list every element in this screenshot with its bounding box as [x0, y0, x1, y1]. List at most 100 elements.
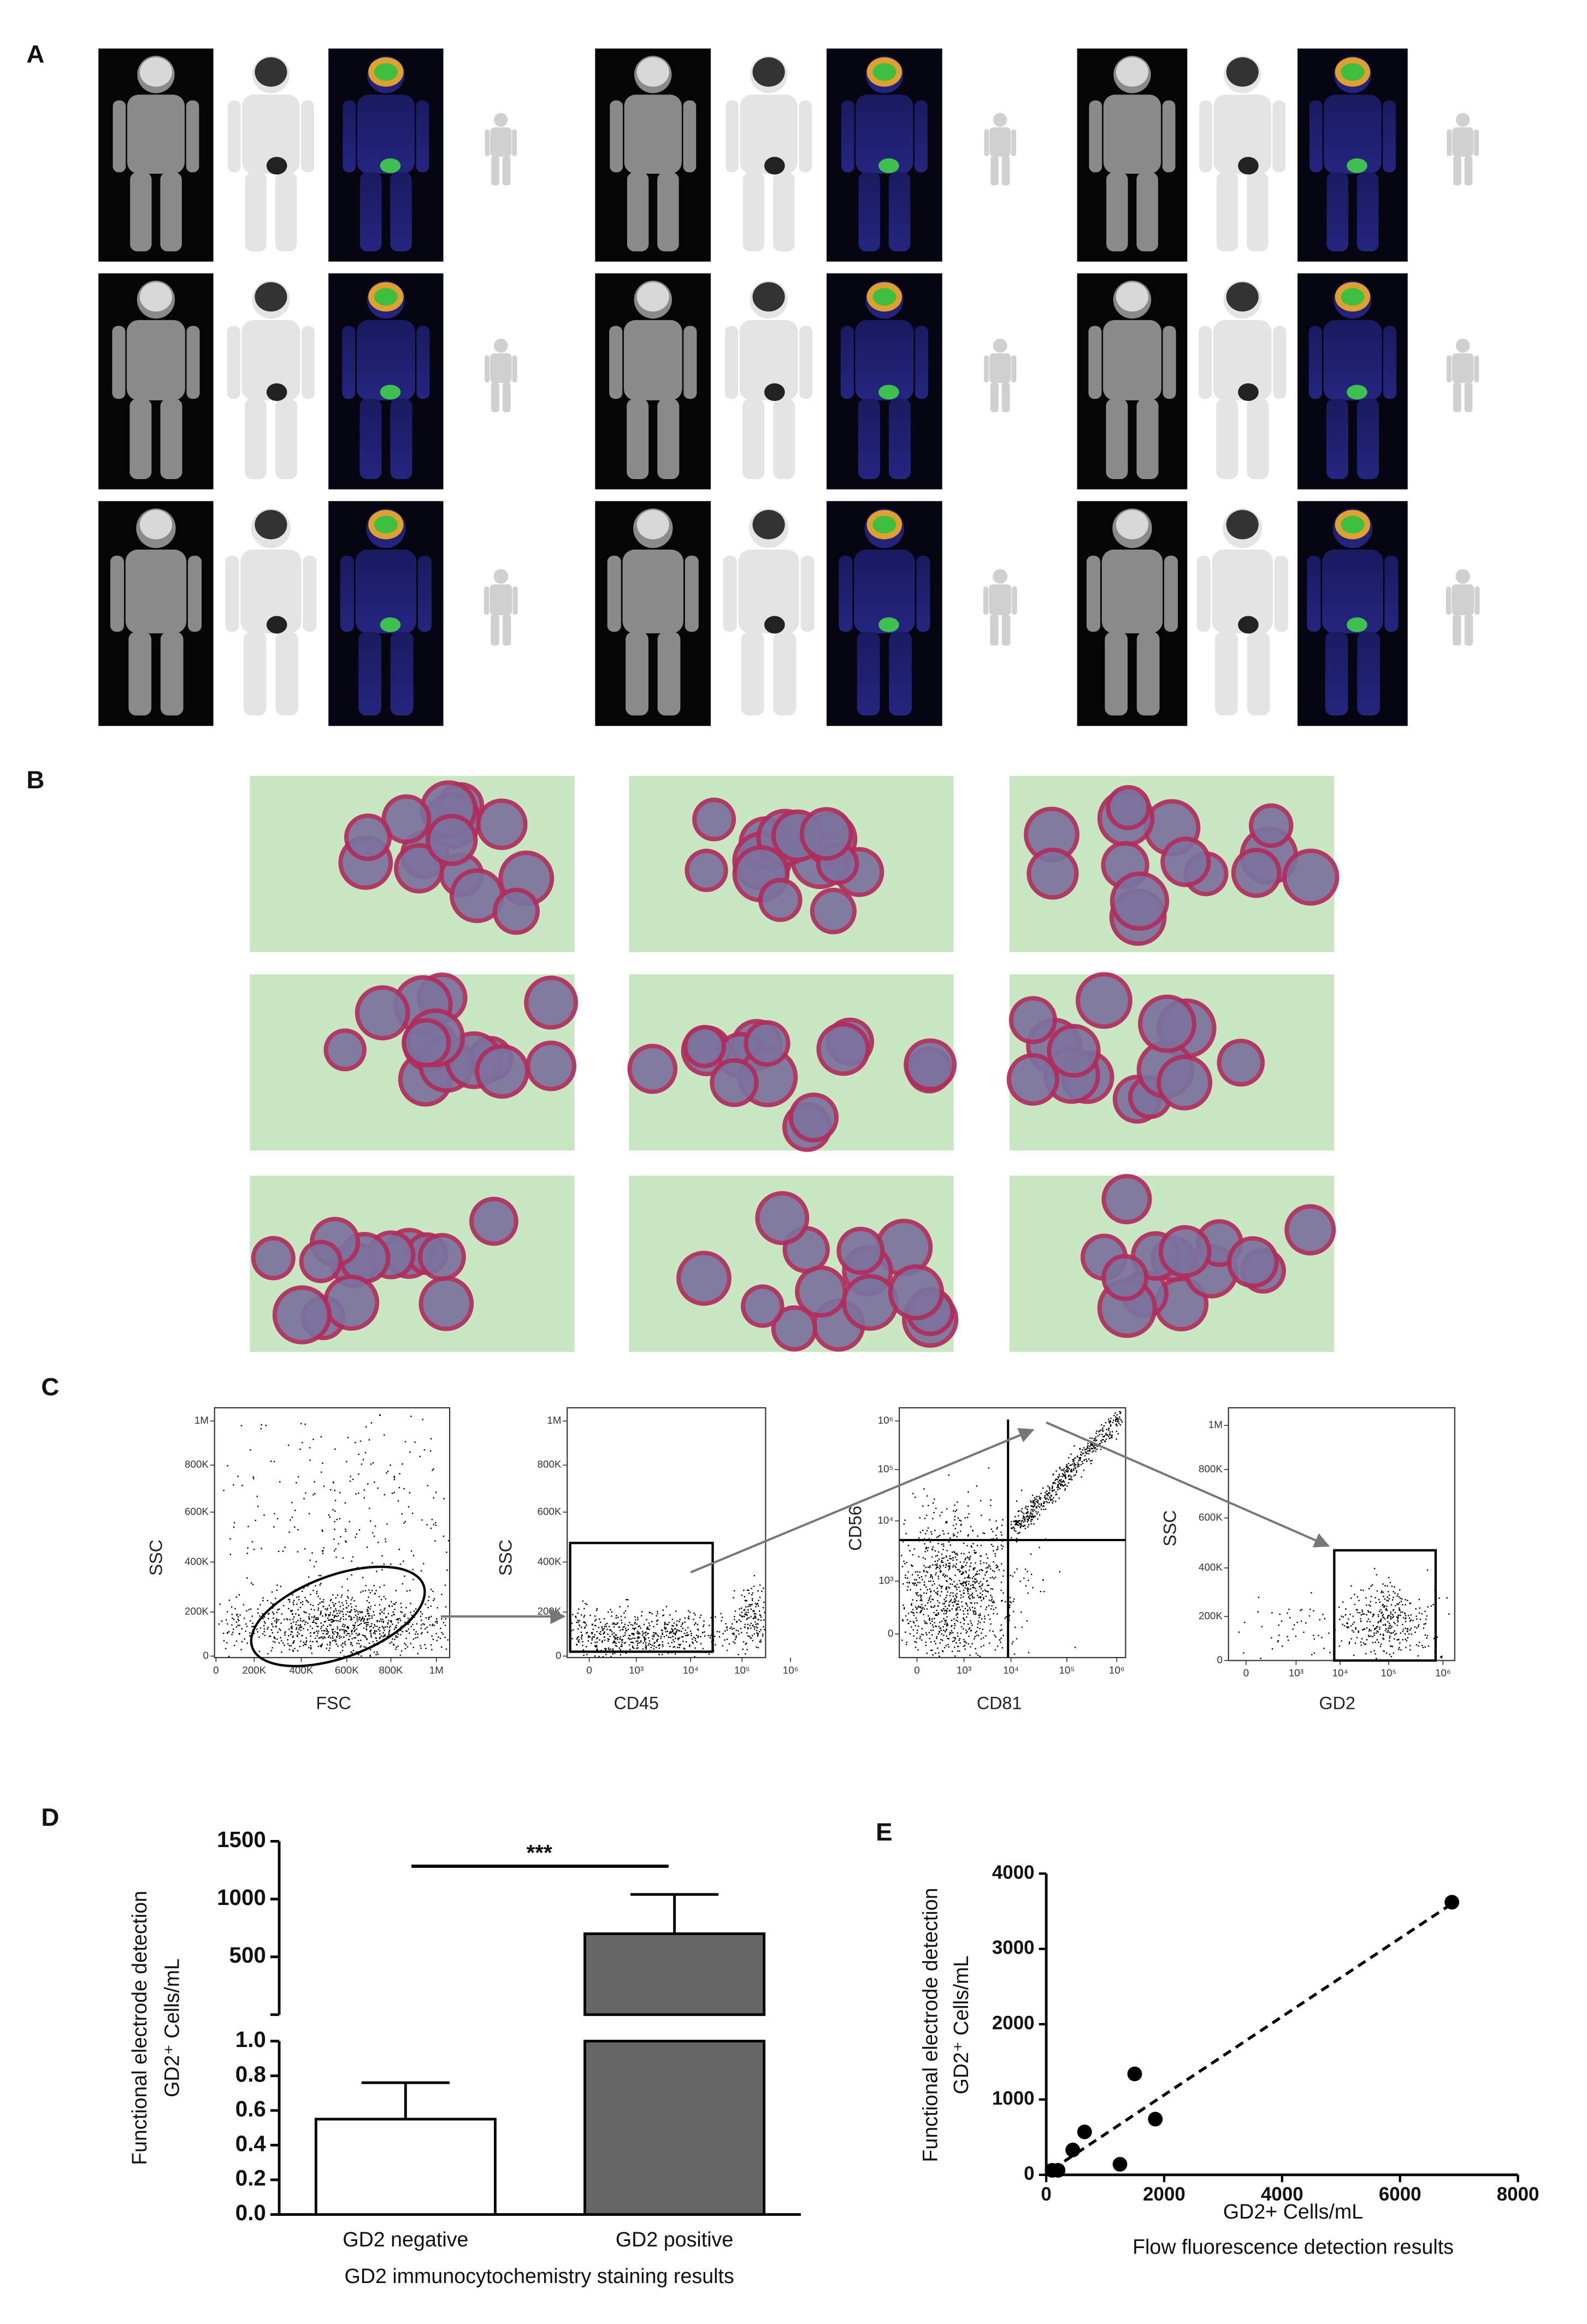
event-dot — [324, 1637, 326, 1639]
event-dot — [959, 1570, 961, 1572]
event-dot — [603, 1627, 605, 1629]
event-dot — [763, 1601, 765, 1603]
y-tick-label: 600K — [185, 1506, 209, 1517]
fused-body — [390, 399, 412, 479]
event-dot — [1301, 1608, 1303, 1611]
event-dot — [931, 1576, 933, 1578]
event-dot — [664, 1626, 665, 1628]
event-dot — [395, 1648, 397, 1650]
y-tick-label: 10⁴ — [877, 1514, 893, 1526]
event-dot — [937, 1612, 939, 1614]
event-dot — [948, 1586, 949, 1588]
event-dot — [946, 1608, 948, 1609]
event-dot — [1382, 1605, 1383, 1607]
event-dot — [344, 1641, 346, 1642]
event-dot — [665, 1631, 666, 1633]
event-dot — [1022, 1525, 1024, 1527]
event-dot — [1109, 1431, 1111, 1433]
event-dot — [343, 1605, 344, 1606]
event-dot — [1084, 1449, 1086, 1450]
event-dot — [643, 1624, 645, 1625]
pet-body — [1199, 100, 1212, 173]
event-dot — [333, 1620, 335, 1621]
event-dot — [368, 1439, 370, 1441]
event-dot — [952, 1557, 954, 1559]
event-dot — [943, 1610, 946, 1612]
event-dot — [595, 1645, 597, 1648]
event-dot — [357, 1635, 358, 1636]
event-dot — [611, 1633, 613, 1635]
event-dot — [954, 1527, 957, 1530]
event-dot — [1095, 1450, 1097, 1452]
ct-body — [1101, 550, 1163, 634]
fused-body — [358, 632, 382, 716]
event-dot — [333, 1610, 335, 1612]
event-dot — [1057, 1484, 1059, 1485]
event-dot — [1072, 1463, 1073, 1465]
event-dot — [1079, 1458, 1081, 1460]
event-dot — [413, 1617, 415, 1618]
event-dot — [590, 1642, 592, 1644]
event-dot — [251, 1541, 253, 1543]
event-dot — [639, 1625, 641, 1627]
event-dot — [585, 1632, 587, 1634]
event-dot — [372, 1641, 374, 1643]
pet-brain — [752, 282, 785, 312]
event-dot — [340, 1644, 343, 1646]
event-dot — [644, 1638, 646, 1639]
scan-group — [595, 273, 1058, 489]
event-dot — [954, 1594, 957, 1596]
event-dot — [429, 1624, 431, 1626]
event-dot — [676, 1629, 678, 1631]
event-dot — [313, 1566, 315, 1567]
event-dot — [421, 1624, 422, 1626]
event-dot — [1427, 1645, 1430, 1647]
event-dot — [627, 1629, 629, 1630]
event-dot — [958, 1645, 959, 1648]
event-dot — [303, 1611, 305, 1613]
event-dot — [1059, 1466, 1061, 1468]
event-dot — [1383, 1606, 1385, 1608]
event-dot — [1376, 1574, 1377, 1576]
fused-brain-core — [872, 288, 896, 306]
event-dot — [387, 1471, 389, 1472]
event-dot — [1056, 1487, 1058, 1488]
event-dot — [930, 1531, 932, 1533]
event-dot — [662, 1615, 664, 1617]
event-dot — [1350, 1638, 1352, 1639]
event-dot — [946, 1600, 947, 1602]
event-dot — [362, 1459, 364, 1461]
event-dot — [720, 1613, 722, 1614]
event-dot — [409, 1621, 411, 1624]
event-dot — [1043, 1591, 1045, 1592]
event-dot — [987, 1584, 988, 1586]
event-dot — [391, 1621, 392, 1623]
event-dot — [726, 1629, 728, 1631]
event-dot — [644, 1637, 646, 1638]
pet-brain — [752, 57, 785, 87]
event-dot — [575, 1615, 576, 1617]
event-dot — [927, 1571, 929, 1573]
event-dot — [274, 1641, 276, 1643]
event-dot — [1388, 1577, 1390, 1579]
event-dot — [751, 1635, 753, 1637]
event-dot — [660, 1636, 662, 1637]
event-dot — [1425, 1618, 1427, 1620]
event-dot — [966, 1631, 969, 1632]
event-dot — [1410, 1619, 1412, 1621]
event-dot — [376, 1651, 378, 1653]
event-dot — [1117, 1433, 1119, 1435]
ct-body — [1136, 399, 1159, 479]
event-dot — [399, 1619, 402, 1621]
event-dot — [362, 1577, 364, 1578]
event-dot — [959, 1580, 960, 1582]
event-dot — [629, 1638, 630, 1640]
event-dot — [915, 1496, 916, 1498]
event-dot — [643, 1636, 645, 1638]
event-dot — [1416, 1627, 1418, 1629]
event-dot — [938, 1652, 940, 1654]
event-dot — [1067, 1462, 1070, 1465]
event-dot — [582, 1641, 583, 1643]
event-dot — [1354, 1594, 1355, 1595]
event-dot — [1393, 1596, 1394, 1599]
